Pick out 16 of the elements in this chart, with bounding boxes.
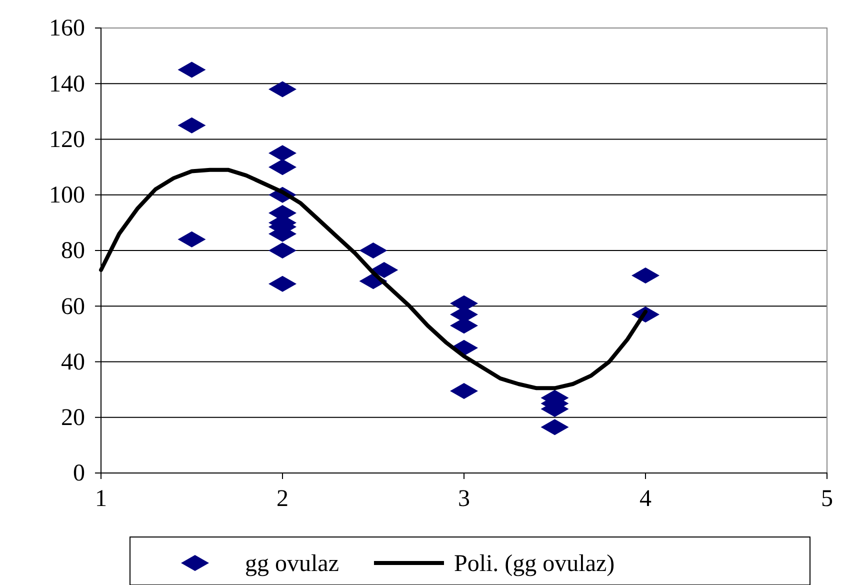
y-tick-label: 80: [61, 238, 85, 264]
y-tick-label: 140: [49, 71, 85, 98]
y-tick-label: 160: [49, 16, 85, 42]
x-tick-label: 1: [95, 486, 107, 512]
x-tick-label: 4: [640, 486, 652, 512]
y-tick-label: 120: [49, 126, 85, 153]
x-tick-label: 3: [458, 486, 470, 512]
x-tick-label: 5: [821, 486, 833, 512]
y-tick-label: 20: [61, 405, 85, 432]
legend-label: Poli. (gg ovulaz): [454, 551, 615, 577]
y-tick-label: 0: [73, 460, 85, 487]
y-tick-label: 40: [61, 349, 85, 376]
y-tick-label: 60: [61, 294, 85, 320]
y-tick-label: 100: [49, 182, 85, 209]
legend-label: gg ovulaz: [245, 551, 339, 577]
x-tick-label: 2: [276, 486, 288, 512]
